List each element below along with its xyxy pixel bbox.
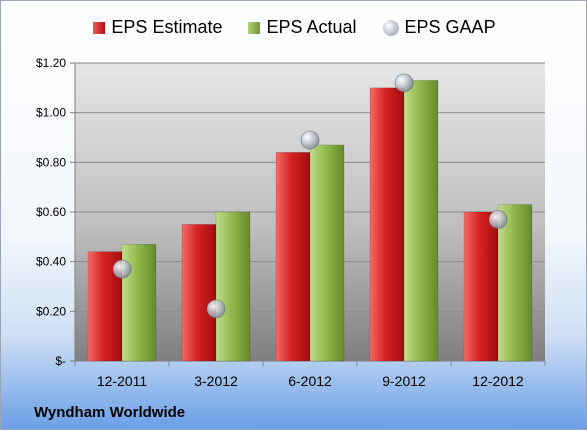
y-tick-label: $0.80 [36, 155, 66, 169]
x-tick-label: 3-2012 [194, 373, 238, 389]
x-tick-label: 6-2012 [288, 373, 332, 389]
y-tick-label: $1.20 [36, 56, 66, 70]
bar-eps-estimate [181, 224, 217, 362]
y-tick-label: $- [55, 354, 66, 368]
bar-eps-actual [215, 211, 251, 362]
legend-label-actual: EPS Actual [266, 17, 357, 37]
bar-eps-actual [497, 204, 533, 362]
y-tick-label: $0.20 [36, 304, 66, 318]
legend-item-actual: EPS Actual [248, 17, 357, 38]
legend-swatch-gaap [382, 19, 399, 36]
legend-label-gaap: EPS GAAP [404, 17, 496, 37]
x-tick-label: 9-2012 [382, 373, 426, 389]
legend: EPS Estimate EPS Actual EPS GAAP [1, 17, 587, 38]
bar-eps-estimate [369, 87, 405, 362]
company-name: Wyndham Worldwide [34, 404, 186, 421]
bar-eps-estimate [463, 211, 499, 362]
y-tick-label: $0.60 [36, 205, 66, 219]
x-tick-label: 12-2011 [97, 373, 148, 389]
y-tick-label: $0.40 [36, 255, 66, 269]
legend-swatch-estimate [93, 21, 106, 34]
y-tick-label: $1.00 [36, 106, 66, 120]
legend-item-gaap: EPS GAAP [382, 17, 496, 38]
legend-label-estimate: EPS Estimate [111, 17, 223, 37]
bar-eps-actual [309, 144, 345, 362]
marker-eps-gaap [112, 259, 132, 279]
marker-eps-gaap [394, 73, 414, 93]
bar-eps-estimate [275, 152, 311, 362]
marker-eps-gaap [206, 299, 226, 319]
bar-eps-actual [403, 80, 439, 362]
x-tick-label: 12-2012 [472, 373, 524, 389]
legend-item-estimate: EPS Estimate [93, 17, 222, 38]
legend-swatch-actual [248, 21, 261, 34]
marker-eps-gaap [488, 210, 508, 229]
marker-eps-gaap [300, 130, 320, 150]
